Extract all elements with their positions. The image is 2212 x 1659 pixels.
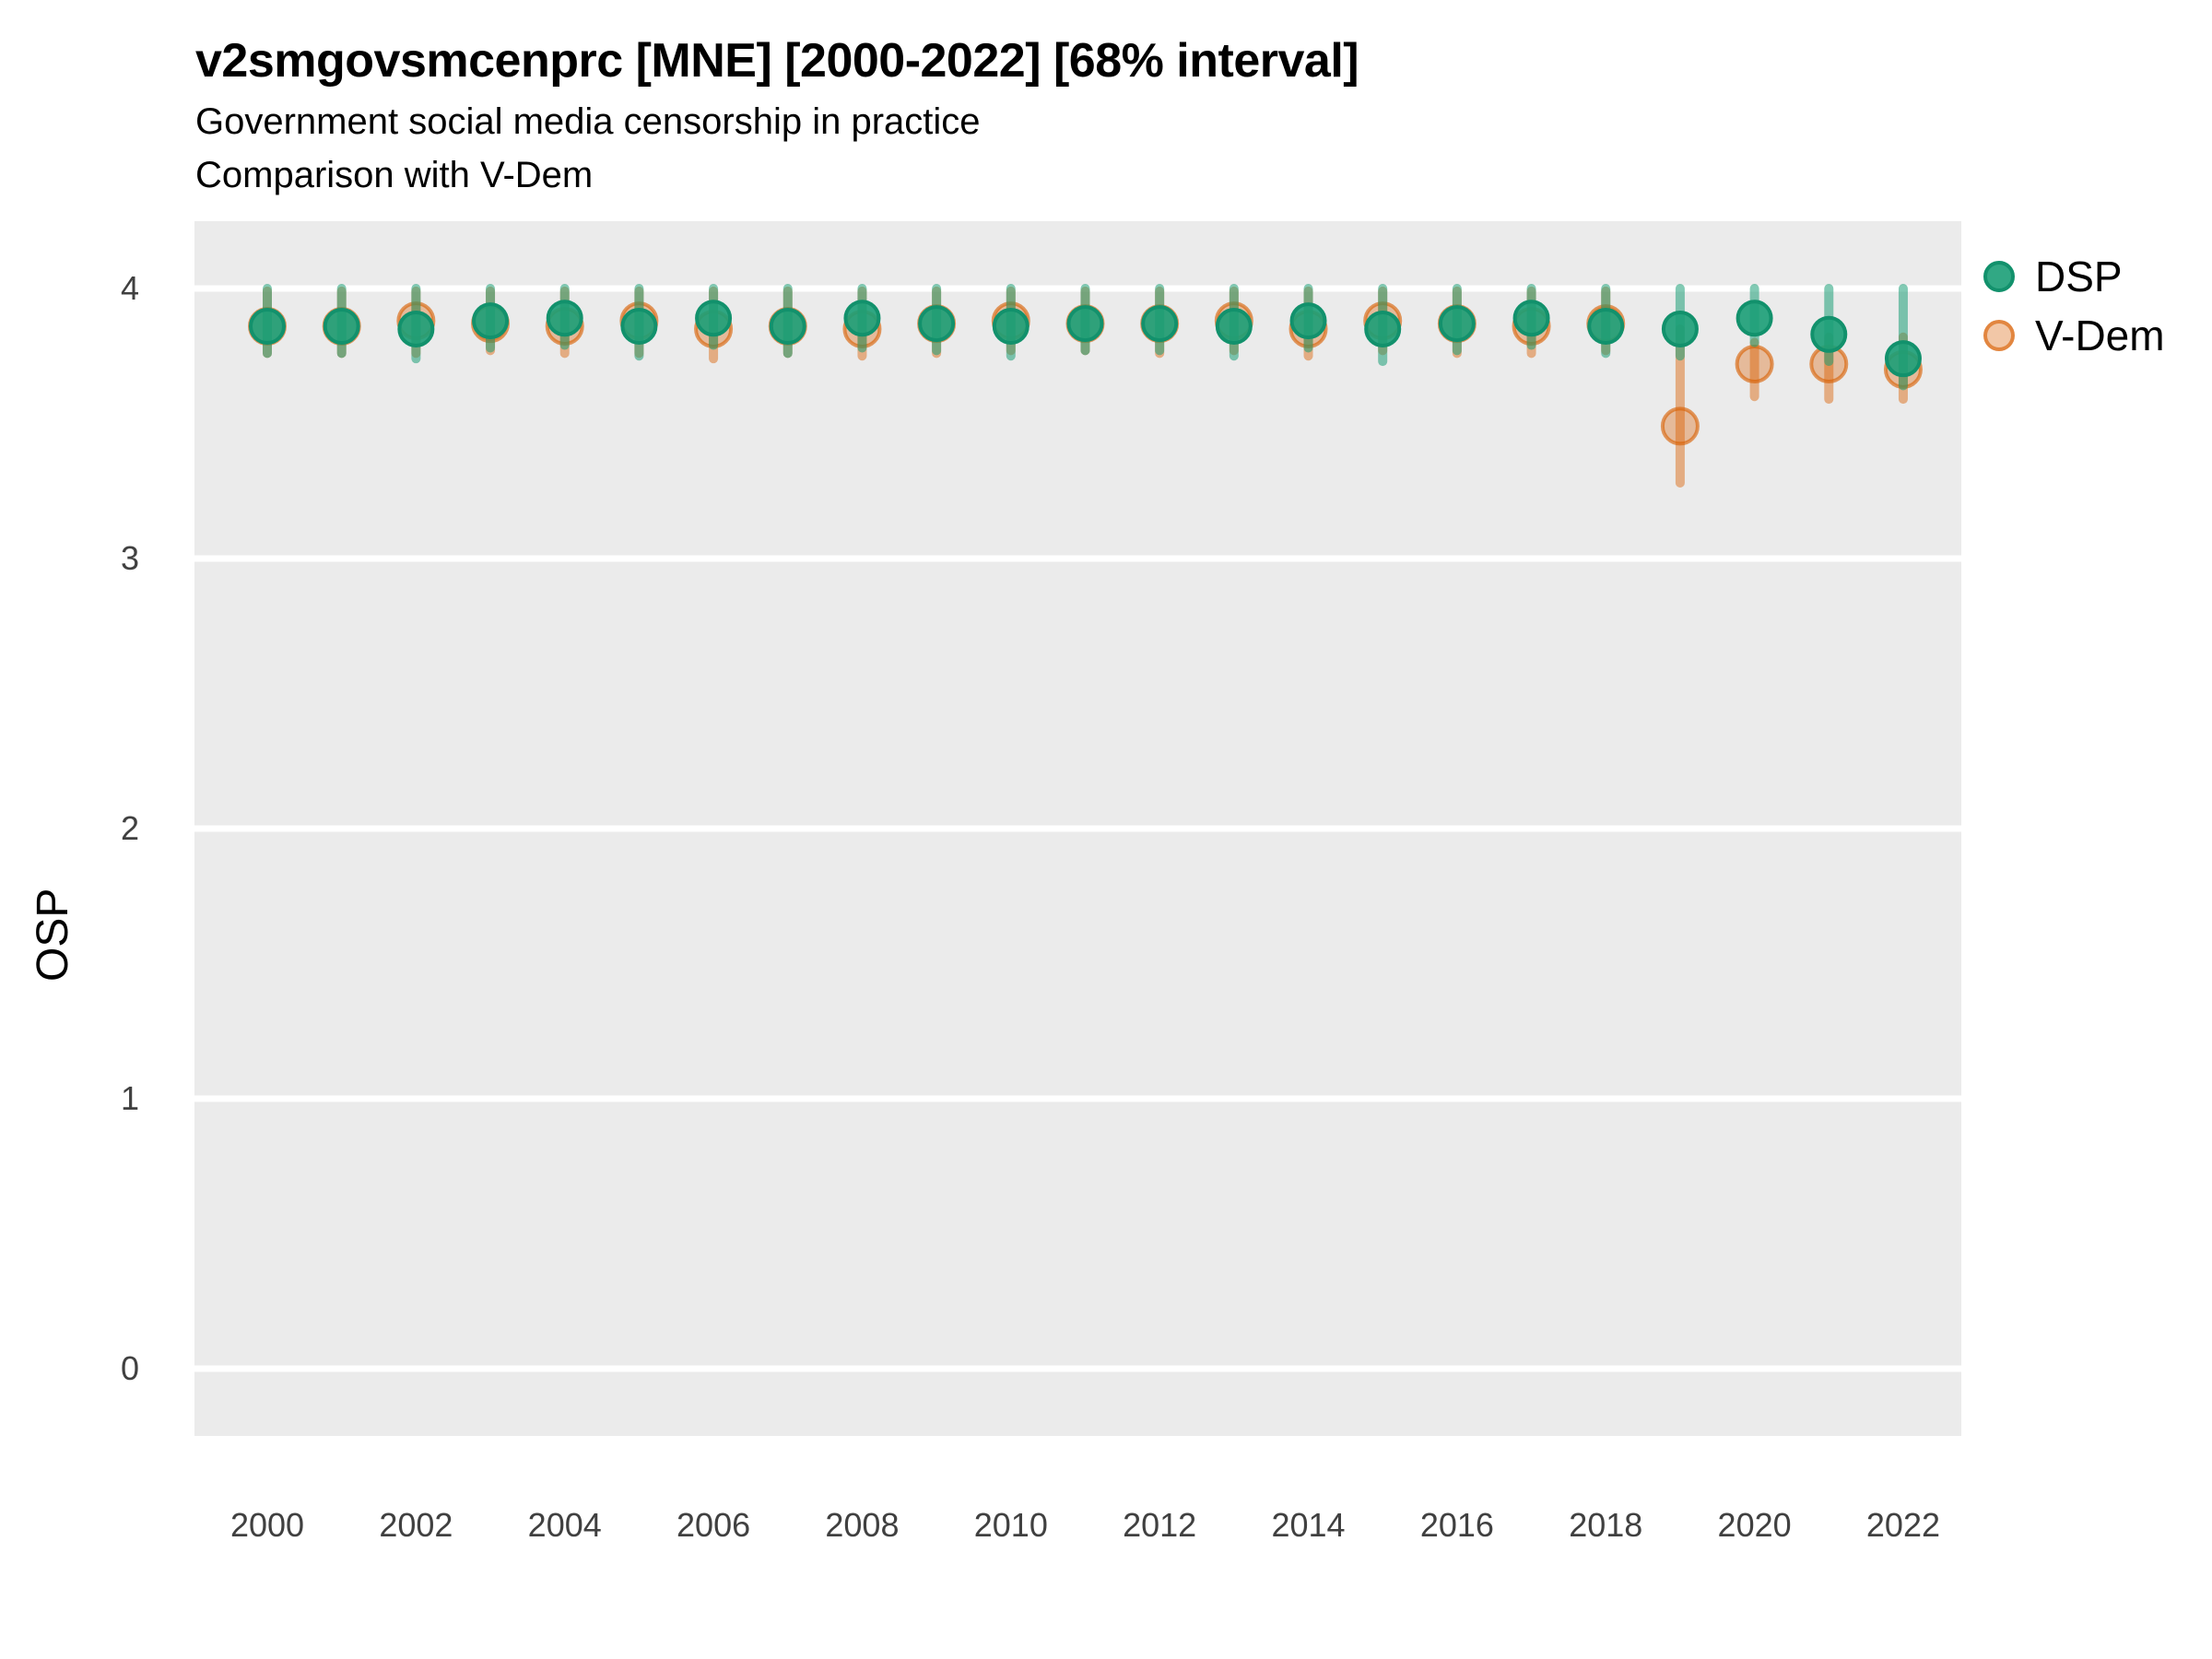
page-title: v2smgovsmcenprc [MNE] [2000-2022] [68% i… (195, 34, 1359, 88)
y-tick-label: 1 (120, 1079, 140, 1117)
vdem-point (1735, 345, 1774, 384)
dsp-point (397, 310, 435, 347)
vdem-legend-swatch-icon (1983, 320, 2015, 351)
dsp-point (1066, 305, 1104, 343)
page-subtitle: Government social media censorship in pr… (195, 101, 981, 142)
x-tick-label: 2010 (973, 1506, 1048, 1544)
dsp-point (769, 308, 806, 346)
x-tick-label: 2008 (825, 1506, 900, 1544)
legend: DSP V-Dem (1983, 247, 2165, 365)
dsp-point (249, 308, 286, 346)
y-tick-label: 2 (120, 809, 140, 847)
dsp-point (1289, 302, 1327, 340)
legend-label: V-Dem (2035, 312, 2165, 359)
dsp-point (1364, 310, 1402, 347)
dsp-point (1810, 315, 1848, 353)
dsp-legend-swatch-icon (1983, 261, 2015, 292)
dsp-point (918, 305, 956, 343)
dsp-point (1141, 305, 1179, 343)
dsp-point (1661, 310, 1699, 347)
y-tick-label: 4 (120, 269, 140, 307)
dsp-point (1438, 305, 1476, 343)
dsp-point (620, 308, 658, 346)
legend-label: DSP (2035, 253, 2123, 300)
dsp-point (546, 300, 583, 337)
dsp-point (323, 308, 360, 346)
x-tick-label: 2018 (1569, 1506, 1643, 1544)
x-tick-label: 2000 (229, 1506, 305, 1544)
vdem-point (1660, 406, 1700, 446)
x-tick-label: 2004 (527, 1506, 602, 1544)
x-tick-label: 2014 (1271, 1506, 1346, 1544)
x-tick-label: 2020 (1717, 1506, 1792, 1544)
y-tick-label: 0 (120, 1349, 140, 1387)
page-subtitle2: Comparison with V-Dem (195, 155, 594, 195)
legend-item-dsp: DSP (1983, 247, 2165, 306)
x-tick-label: 2006 (677, 1506, 751, 1544)
dsp-point (1884, 340, 1922, 378)
y-axis-title: OSP (29, 888, 77, 982)
x-tick-label: 2002 (379, 1506, 453, 1544)
dsp-point (472, 302, 510, 340)
dsp-point (1587, 308, 1625, 346)
dsp-point (1735, 300, 1773, 337)
legend-item-vdem: V-Dem (1983, 306, 2165, 365)
y-tick-label: 3 (120, 539, 140, 577)
dsp-point (992, 308, 1030, 346)
dsp-point (695, 300, 733, 337)
x-tick-label: 2012 (1123, 1506, 1197, 1544)
dsp-point (1215, 308, 1253, 346)
x-tick-label: 2016 (1419, 1506, 1494, 1544)
dsp-point (1512, 300, 1550, 337)
dsp-point (843, 300, 881, 337)
x-tick-label: 2022 (1865, 1506, 1940, 1544)
